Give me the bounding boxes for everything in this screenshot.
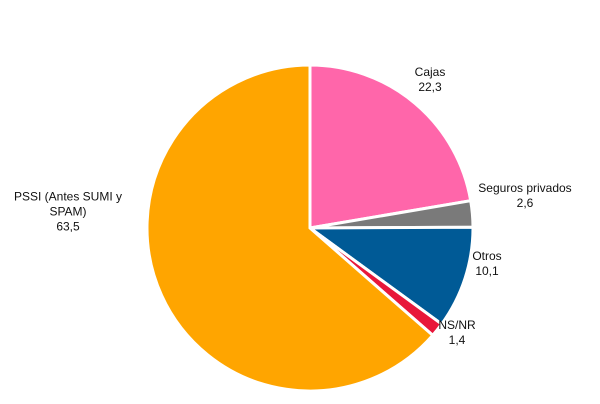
value-label: 63,5	[56, 219, 80, 234]
pie-slice	[305, 225, 475, 327]
slice-label: Seguros privados 2,6	[465, 181, 585, 211]
value-label: 22,3	[418, 80, 442, 94]
slice-label: PSSI (Antes SUMI y SPAM) 63,5	[8, 190, 128, 235]
category-label: PSSI (Antes SUMI y SPAM)	[13, 189, 123, 219]
value-label: 1,4	[448, 333, 466, 347]
value-label: 2,6	[516, 196, 534, 210]
slice-label: Otros 10,1	[457, 249, 517, 279]
slice-label: Cajas 22,3	[390, 65, 470, 95]
pie-slice	[145, 63, 435, 393]
category-label: Cajas	[414, 65, 446, 79]
pie-slice	[308, 63, 473, 230]
value-label: 10,1	[475, 264, 499, 278]
category-label: Otros	[472, 249, 502, 263]
slice-label: NS/NR 1,4	[427, 318, 487, 348]
category-label: NS/NR	[438, 318, 476, 332]
category-label: Seguros privados	[478, 181, 572, 195]
